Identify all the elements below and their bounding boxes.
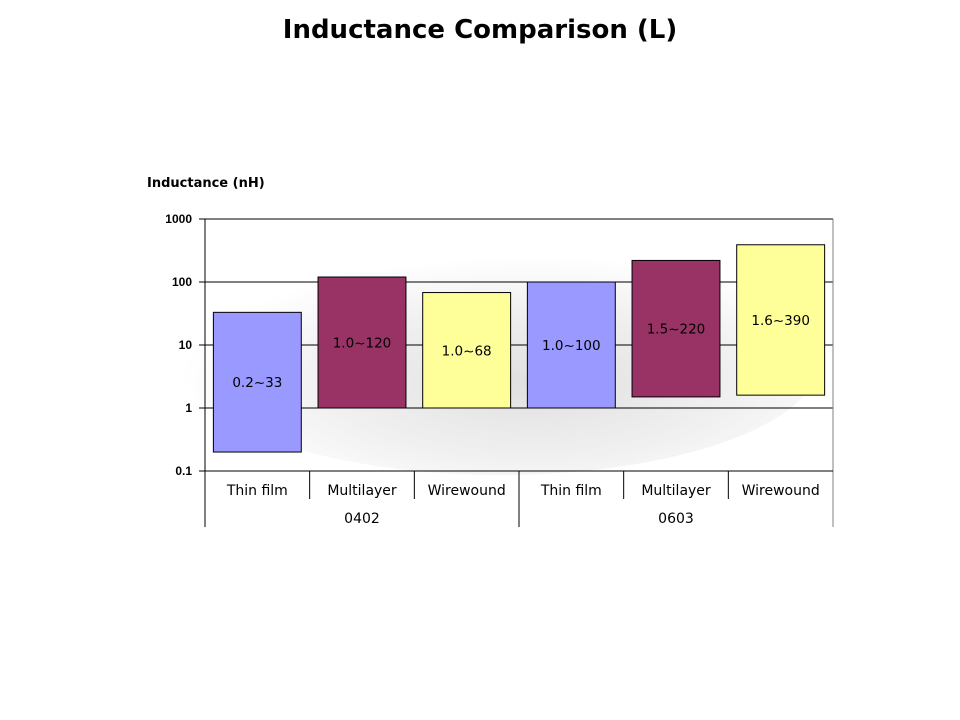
range-bar <box>736 244 826 396</box>
y-tick-label: 100 <box>172 275 192 289</box>
y-tick-label: 1 <box>185 401 192 415</box>
y-tick-label: 1000 <box>165 212 192 226</box>
range-bar <box>422 292 512 409</box>
y-axis-label: Inductance (nH) <box>147 176 265 191</box>
range-bar <box>317 276 407 409</box>
y-tick-label: 0.1 <box>175 464 192 478</box>
range-bar <box>631 259 721 398</box>
x-category-label: Multilayer <box>641 483 711 499</box>
x-category-label: Wirewound <box>742 483 820 499</box>
data-label: 1.0~68 <box>442 343 492 359</box>
x-group-label: 0603 <box>658 511 694 527</box>
x-group-label: 0402 <box>344 511 380 527</box>
data-label: 1.6~390 <box>751 313 810 329</box>
y-tick-label: 10 <box>179 338 193 352</box>
x-category-label: Multilayer <box>327 483 397 499</box>
page-title: Inductance Comparison (L) <box>282 15 678 45</box>
x-category-label: Thin film <box>540 483 602 499</box>
x-category-label: Thin film <box>226 483 288 499</box>
range-bar <box>526 281 616 409</box>
data-label: 1.0~120 <box>333 336 392 352</box>
x-category-label: Wirewound <box>428 483 506 499</box>
range-bar <box>212 311 302 453</box>
data-label: 1.0~100 <box>542 338 601 354</box>
data-label: 0.2~33 <box>232 375 282 391</box>
data-label: 1.5~220 <box>647 322 706 338</box>
